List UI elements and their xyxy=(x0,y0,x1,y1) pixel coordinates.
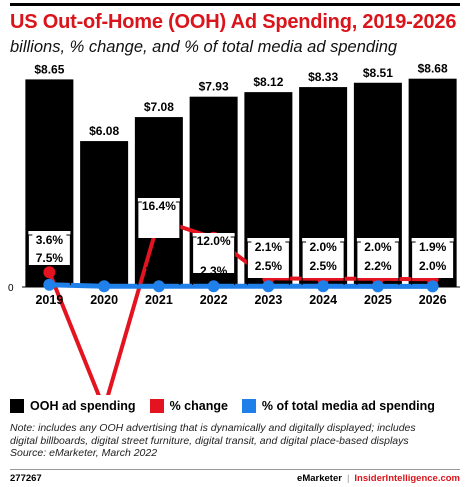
top-rule xyxy=(10,3,460,6)
line-percent-change xyxy=(47,217,433,395)
legend-item-ooh: OOH ad spending xyxy=(10,399,136,413)
label-box xyxy=(247,238,290,278)
x-tick-label: 2021 xyxy=(145,293,173,307)
bar-value-label: $7.08 xyxy=(144,100,174,114)
point-share-2019 xyxy=(43,278,56,291)
x-tick-label: 2026 xyxy=(419,293,447,307)
share-label: 2.5% xyxy=(309,259,337,273)
label-bracket-left xyxy=(137,201,142,285)
label-box xyxy=(411,238,454,278)
share-label: 2.2% xyxy=(364,259,392,273)
label-bracket-right xyxy=(175,201,181,285)
bar-value-label: $8.12 xyxy=(253,75,283,89)
bar-value-label: $8.65 xyxy=(34,62,64,76)
legend-label-change: % change xyxy=(169,399,228,413)
legend-label-share: % of total media ad spending xyxy=(261,399,435,413)
chart-canvas: 0 $8.65 $6.08 $7.08 $7.93 $8.12 $8.33 $8.51 $8.6… xyxy=(8,62,460,395)
label-bracket-right xyxy=(394,241,400,285)
change-label: 2.1% xyxy=(255,240,283,254)
label-bracket-left xyxy=(301,241,307,285)
zero-label: 0 xyxy=(8,283,14,294)
share-label: 2.0% xyxy=(419,259,447,273)
change-label: 16.4% xyxy=(142,199,176,213)
x-tick-label: 2022 xyxy=(200,293,228,307)
legend-swatch-share xyxy=(241,399,256,413)
point-share-2020 xyxy=(98,280,111,293)
change-label: 12.0% xyxy=(197,234,231,248)
x-tick-label: 2023 xyxy=(254,293,282,307)
legend-item-share: % of total media ad spending xyxy=(241,399,435,413)
x-tick-label: 2020 xyxy=(90,293,118,307)
share-label: 2.3% xyxy=(145,264,173,278)
x-tick-label: 2024 xyxy=(309,293,337,307)
brand-insider-intelligence: InsiderIntelligence.com xyxy=(354,473,460,484)
point-share-2025 xyxy=(371,280,384,293)
point-share-2022 xyxy=(207,280,220,293)
chart-id: 277267 xyxy=(10,473,42,484)
bottom-rule xyxy=(10,469,460,470)
footer-brand: eMarketer | InsiderIntelligence.com xyxy=(297,473,460,484)
legend-swatch-change xyxy=(149,399,164,413)
label-bracket-right xyxy=(340,241,345,285)
point-share-2026 xyxy=(426,280,439,293)
label-bracket-left xyxy=(411,241,416,285)
chart-subtitle: billions, % change, and % of total media… xyxy=(10,38,398,56)
point-share-2023 xyxy=(262,280,275,293)
point-share-2024 xyxy=(317,280,330,293)
line-percent-share xyxy=(49,282,433,289)
share-label: 2.5% xyxy=(255,259,283,273)
source-line: Source: eMarketer, March 2022 xyxy=(10,447,158,459)
bar-value-label: $8.68 xyxy=(418,62,448,76)
bar-value-label: $8.51 xyxy=(363,66,393,80)
share-label: 7.5% xyxy=(36,251,64,265)
change-label: 1.9% xyxy=(419,240,447,254)
share-label: 2.3% xyxy=(200,264,228,278)
label-bracket-right xyxy=(230,236,236,285)
point-change-2019 xyxy=(43,266,56,279)
label-bracket-left xyxy=(246,241,252,285)
bar-ooh-2020 xyxy=(80,141,129,287)
bar-value-label: $8.33 xyxy=(308,70,338,84)
label-bracket-right xyxy=(66,234,71,285)
label-bracket-left xyxy=(356,241,361,285)
x-tick-label: 2025 xyxy=(364,293,392,307)
bar-value-label: $6.08 xyxy=(89,124,119,138)
bar-value-label: $7.93 xyxy=(199,80,229,94)
change-label: 2.0% xyxy=(309,240,337,254)
note-line: digital billboards, digital street furni… xyxy=(10,434,409,447)
chart-title: US Out-of-Home (OOH) Ad Spending, 2019-2… xyxy=(10,11,457,33)
legend-label-ooh: OOH ad spending xyxy=(30,399,136,413)
label-box xyxy=(192,233,235,273)
legend-item-change: % change xyxy=(149,399,228,413)
label-box xyxy=(137,198,180,238)
note-line: Note: includes any OOH advertising that … xyxy=(10,422,416,434)
label-bracket-left xyxy=(27,234,33,285)
label-bracket-right xyxy=(449,241,455,285)
change-label: 2.0% xyxy=(364,240,392,254)
point-share-2021 xyxy=(152,280,165,293)
label-bracket-right xyxy=(285,241,290,285)
x-tick-label: 2019 xyxy=(35,293,63,307)
chart-note: Note: includes any OOH advertising that … xyxy=(10,422,460,460)
label-box xyxy=(356,238,399,278)
label-box xyxy=(302,238,345,278)
brand-emarketer: eMarketer xyxy=(297,473,342,484)
legend: OOH ad spending % change % of total medi… xyxy=(10,398,449,414)
change-label: 3.6% xyxy=(36,233,64,247)
label-box xyxy=(28,231,71,265)
label-bracket-left xyxy=(192,236,197,285)
legend-swatch-ooh xyxy=(10,399,24,413)
share-label: 2.5% xyxy=(90,262,118,276)
brand-separator: | xyxy=(346,473,350,484)
